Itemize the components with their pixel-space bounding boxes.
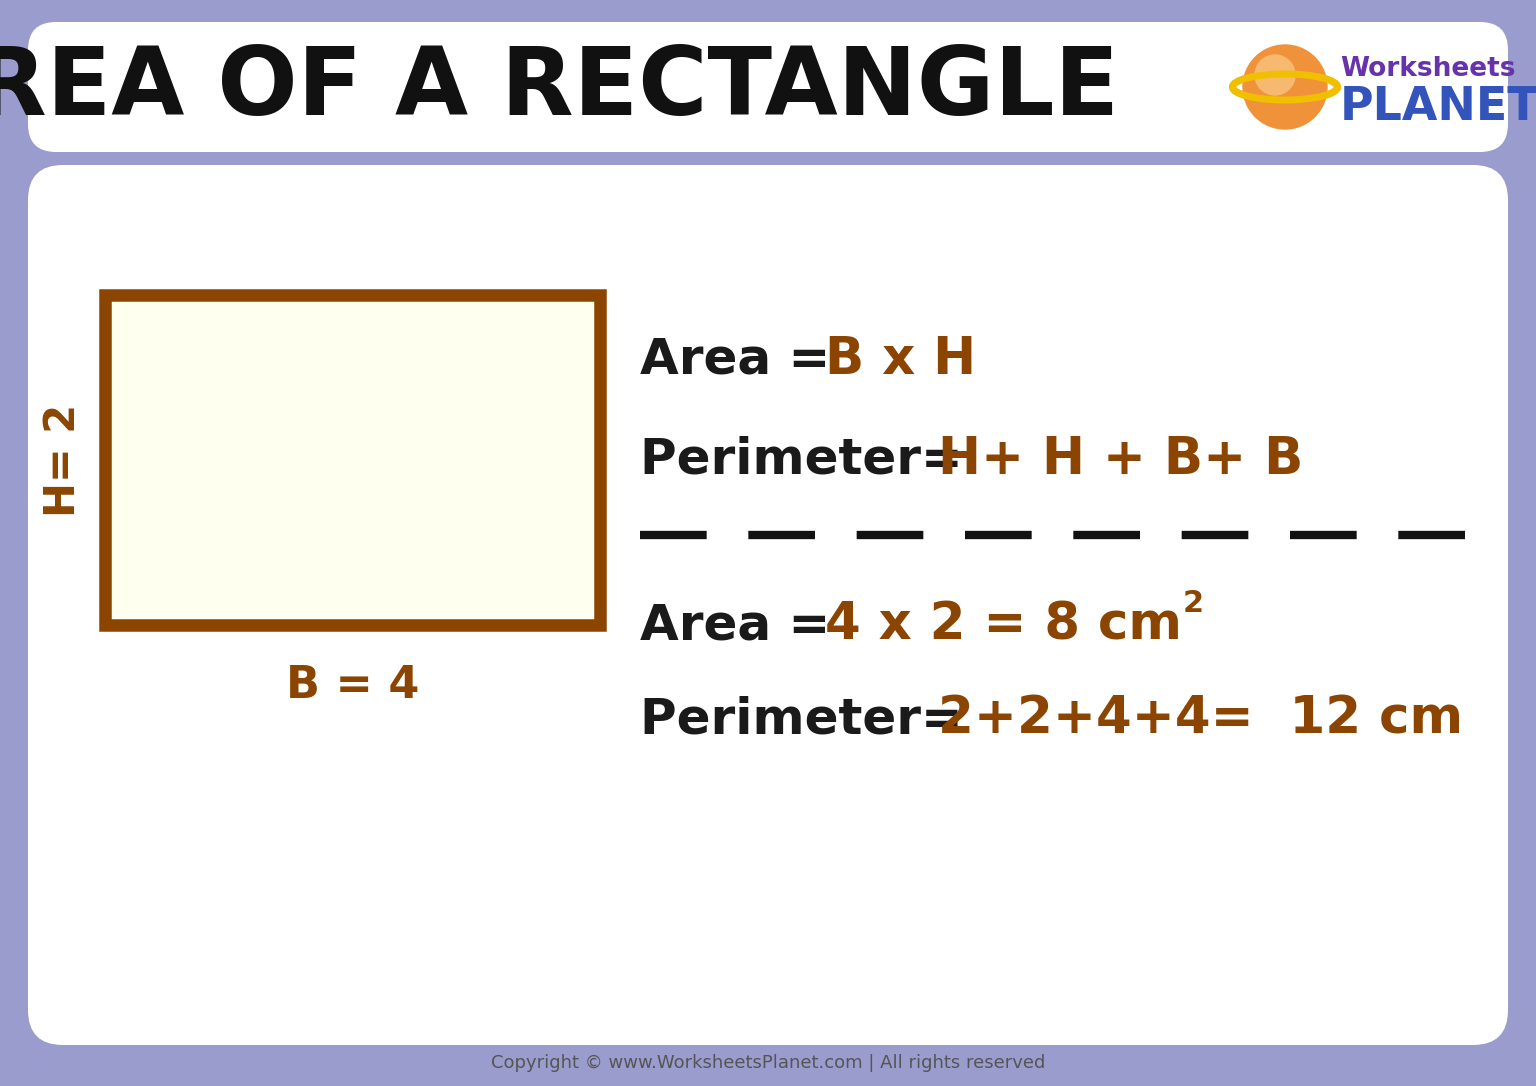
- Text: PLANET: PLANET: [1339, 85, 1536, 129]
- Text: AREA OF A RECTANGLE: AREA OF A RECTANGLE: [0, 43, 1120, 135]
- Text: H= 2: H= 2: [41, 403, 84, 517]
- Text: Copyright © www.WorksheetsPlanet.com | All rights reserved: Copyright © www.WorksheetsPlanet.com | A…: [492, 1055, 1044, 1072]
- Text: Worksheets: Worksheets: [1339, 56, 1516, 83]
- FancyBboxPatch shape: [28, 22, 1508, 152]
- Text: Perimeter=: Perimeter=: [641, 696, 980, 744]
- Text: 4 x 2 = 8 cm: 4 x 2 = 8 cm: [825, 599, 1183, 651]
- FancyBboxPatch shape: [28, 165, 1508, 1045]
- Bar: [104, 295, 601, 626]
- Text: B x H: B x H: [825, 334, 975, 386]
- Text: H+ H + B+ B: H+ H + B+ B: [938, 435, 1304, 485]
- Text: 2: 2: [1183, 589, 1204, 618]
- Text: Area =: Area =: [641, 336, 848, 384]
- Text: Perimeter=: Perimeter=: [641, 435, 980, 484]
- Text: 2+2+4+4=  12 cm: 2+2+4+4= 12 cm: [938, 695, 1464, 745]
- Circle shape: [1243, 45, 1327, 129]
- Text: Area =: Area =: [641, 601, 848, 649]
- Text: B = 4: B = 4: [286, 664, 419, 707]
- Circle shape: [1255, 55, 1295, 94]
